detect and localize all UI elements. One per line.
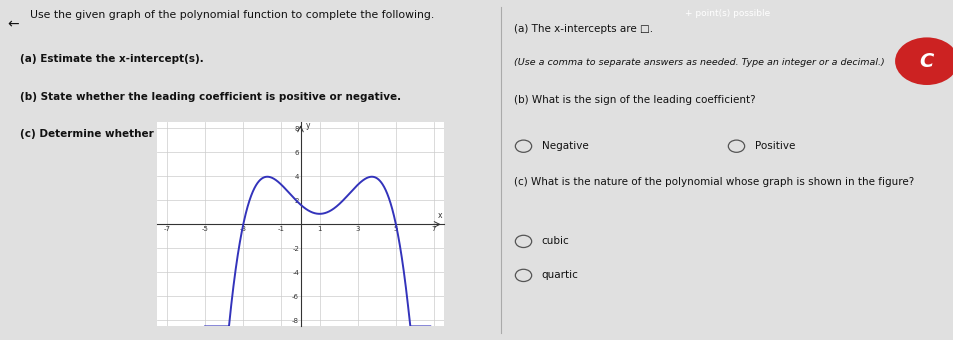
Text: quartic: quartic	[541, 270, 578, 280]
Text: x: x	[437, 211, 441, 220]
Text: (a) Estimate the x-intercept(s).: (a) Estimate the x-intercept(s).	[20, 54, 204, 64]
Text: (c) Determine whether the polynomial function is cubic or quartic.: (c) Determine whether the polynomial fun…	[20, 129, 412, 139]
Circle shape	[377, 126, 408, 146]
Text: Negative: Negative	[541, 141, 588, 151]
Text: +: +	[388, 131, 397, 141]
Text: cubic: cubic	[541, 236, 569, 246]
Text: (b) What is the sign of the leading coefficient?: (b) What is the sign of the leading coef…	[514, 95, 756, 105]
Text: Use the given graph of the polynomial function to complete the following.: Use the given graph of the polynomial fu…	[30, 10, 434, 20]
Text: (Use a comma to separate answers as needed. Type an integer or a decimal.): (Use a comma to separate answers as need…	[514, 58, 884, 67]
Circle shape	[377, 194, 408, 214]
Text: ←: ←	[8, 17, 19, 31]
Text: (a) The x-intercepts are □.: (a) The x-intercepts are □.	[514, 24, 653, 34]
Text: + point(s) possible: + point(s) possible	[684, 9, 769, 18]
Text: (c) What is the nature of the polynomial whose graph is shown in the figure?: (c) What is the nature of the polynomial…	[514, 177, 914, 187]
Text: ↗: ↗	[389, 199, 396, 209]
Text: Positive: Positive	[754, 141, 794, 151]
Circle shape	[377, 160, 408, 180]
Text: (b) State whether the leading coefficient is positive or negative.: (b) State whether the leading coefficien…	[20, 92, 401, 102]
Text: C: C	[919, 52, 933, 71]
Text: −: −	[387, 163, 398, 177]
Text: y: y	[305, 121, 310, 131]
Circle shape	[894, 37, 953, 85]
